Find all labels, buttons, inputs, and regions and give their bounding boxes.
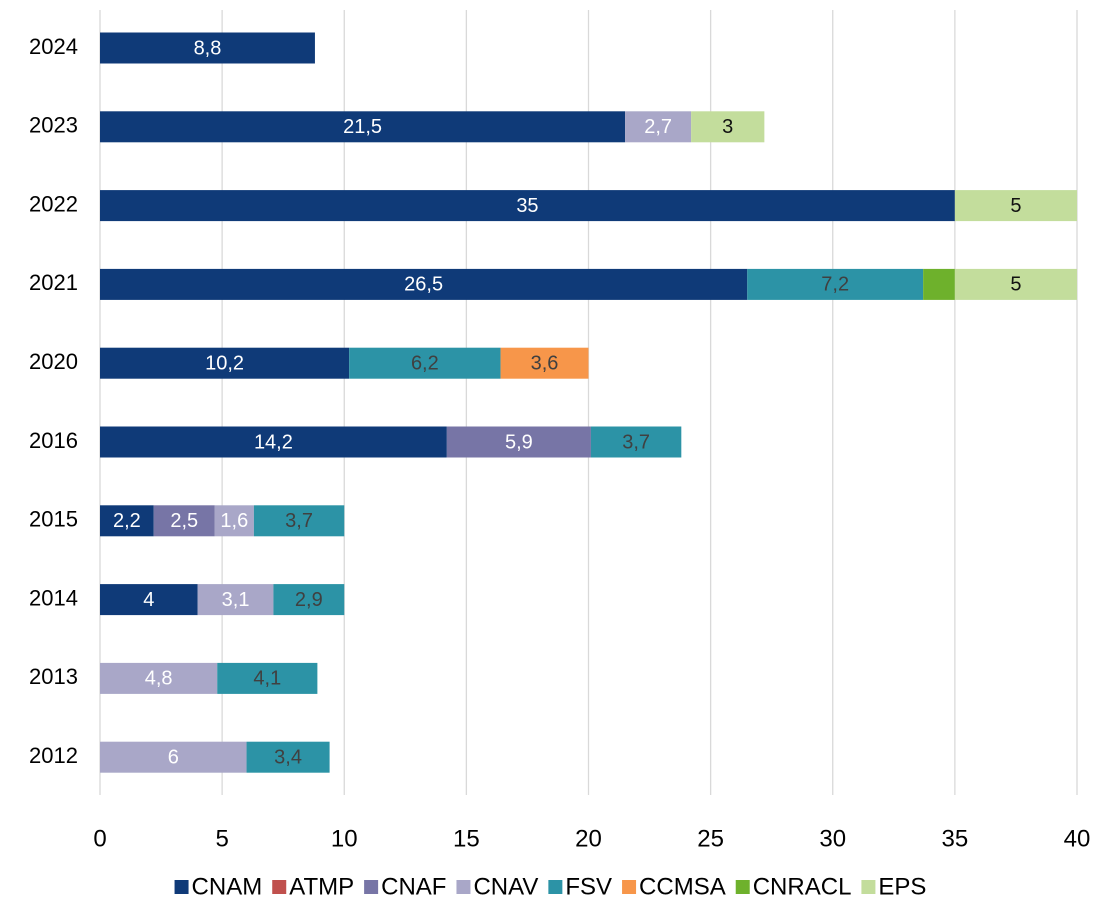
legend-swatch: [174, 880, 189, 894]
y-tick-label: 2013: [29, 664, 78, 689]
value-label: 4,1: [253, 668, 281, 690]
value-label: 4: [143, 589, 154, 611]
legend-swatch: [622, 880, 637, 894]
bar-segment: [100, 111, 626, 143]
y-tick-label: 2021: [29, 270, 78, 295]
x-tick-label: 0: [93, 825, 106, 852]
value-label: 2,2: [113, 510, 141, 532]
y-tick-label: 2015: [29, 507, 78, 532]
bar-segment: [273, 584, 345, 616]
value-label: 4,8: [145, 668, 173, 690]
bar-segment: [691, 111, 765, 143]
value-label: 2,5: [170, 510, 198, 532]
bar-segment: [625, 111, 692, 143]
value-label: 8,8: [194, 37, 222, 59]
bar-segment: [153, 505, 215, 537]
legend-label: CNAF: [381, 873, 446, 900]
y-tick-label: 2014: [29, 585, 78, 610]
bar-segment: [590, 426, 682, 458]
legend-swatch: [272, 880, 287, 894]
bar-segment: [246, 741, 330, 773]
bar-segment: [100, 584, 198, 616]
legend-label: CNAV: [473, 873, 538, 900]
legend: CNAM ATMP CNAF CNAV FSV CCMSA CNRACL EPS: [174, 873, 926, 900]
value-label: 3,1: [222, 589, 250, 611]
value-label: 35: [516, 195, 538, 217]
y-tick-label: 2023: [29, 113, 78, 138]
value-label: 5,9: [505, 431, 533, 453]
bar-segment: [500, 347, 589, 379]
bar-segment: [253, 505, 345, 537]
bar-segment: [100, 741, 247, 773]
bar-segment: [100, 347, 350, 379]
x-tick-label: 20: [575, 825, 602, 852]
bar-segment: [349, 347, 501, 379]
bar-segment: [214, 505, 254, 537]
value-label: 2,7: [644, 116, 672, 138]
legend-swatch: [548, 880, 563, 894]
value-label: 5: [1010, 274, 1021, 296]
value-label: 21,5: [343, 116, 382, 138]
x-tick-label: 35: [942, 825, 969, 852]
bar-segment: [954, 268, 1077, 300]
value-label: 3,7: [622, 431, 650, 453]
legend-label: CNRACL: [753, 873, 852, 900]
x-tick-label: 30: [819, 825, 846, 852]
y-tick-label: 2022: [29, 191, 78, 216]
x-tick-label: 40: [1064, 825, 1091, 852]
value-label: 3,7: [285, 510, 313, 532]
bar-segment: [100, 426, 447, 458]
legend-swatch: [364, 880, 379, 894]
legend-swatch: [735, 880, 750, 894]
y-tick-label: 2024: [29, 34, 78, 59]
value-label: 1,6: [220, 510, 248, 532]
x-tick-label: 25: [697, 825, 724, 852]
y-tick-label: 2012: [29, 743, 78, 768]
value-label: 3: [722, 116, 733, 138]
value-label: 5: [1010, 195, 1021, 217]
bar-segment: [197, 584, 274, 616]
value-label: 6: [168, 746, 179, 768]
bar-segment: [100, 190, 955, 222]
bar-segment: [100, 32, 315, 64]
bar-segment: [954, 190, 1077, 222]
value-label: 6,2: [411, 352, 439, 374]
legend-label: EPS: [878, 873, 926, 900]
value-label: 14,2: [254, 431, 293, 453]
y-tick-label: 2020: [29, 349, 78, 374]
legend-label: CNAM: [192, 873, 263, 900]
y-tick-label: 2016: [29, 428, 78, 453]
bar-segment: [100, 662, 218, 694]
legend-label: CCMSA: [639, 873, 726, 900]
bar-segment: [100, 505, 154, 537]
bar-segment: [446, 426, 591, 458]
value-label: 3,6: [531, 352, 559, 374]
value-label: 26,5: [404, 274, 443, 296]
x-tick-label: 10: [331, 825, 358, 852]
value-label: 3,4: [274, 746, 302, 768]
bar-segment: [923, 268, 955, 300]
legend-label: FSV: [565, 873, 612, 900]
bar-segment: [100, 268, 748, 300]
legend-swatch: [456, 880, 471, 894]
bar-segment: [217, 662, 318, 694]
legend-swatch: [861, 880, 876, 894]
bar-segment: [747, 268, 924, 300]
x-tick-label: 5: [215, 825, 228, 852]
value-label: 7,2: [821, 274, 849, 296]
legend-label: ATMP: [289, 873, 354, 900]
value-label: 2,9: [295, 589, 323, 611]
value-label: 10,2: [205, 352, 244, 374]
x-tick-label: 15: [453, 825, 480, 852]
